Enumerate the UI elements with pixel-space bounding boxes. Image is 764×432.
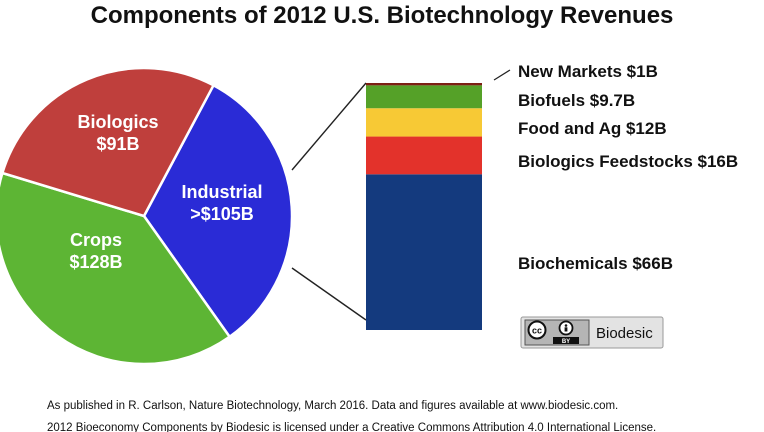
by-icon-head xyxy=(564,324,568,327)
cc-badge[interactable]: cc BY Biodesic xyxy=(520,316,664,349)
footer-line-1: As published in R. Carlson, Nature Biote… xyxy=(47,400,618,412)
pie-label-industrial: Industrial >$105B xyxy=(181,182,262,224)
connector-line-bottom xyxy=(291,267,367,321)
badge-label: Biodesic xyxy=(596,325,653,342)
bar-segment-biofuels xyxy=(366,85,482,109)
bar-segment-food-and-ag xyxy=(366,108,482,137)
cc-icon xyxy=(527,320,547,340)
stacked-bar xyxy=(366,83,482,330)
chart-title: Components of 2012 U.S. Biotechnology Re… xyxy=(91,2,674,29)
bar-label-new-markets: New Markets $1B xyxy=(518,62,658,81)
new-markets-pointer xyxy=(493,69,511,81)
connector-line-top xyxy=(291,82,367,171)
bar-label-biofuels: Biofuels $9.7B xyxy=(518,91,635,110)
pie-label-biologics: Biologics $91B xyxy=(77,112,158,154)
pie-slice-crops xyxy=(0,171,232,366)
stacked-bar-labels: Biochemicals $66B Biologics Feedstocks $1… xyxy=(518,62,738,273)
cc-icon-text: cc xyxy=(532,326,542,336)
pie-labels: Industrial >$105B Crops $128B Biologics $91B xyxy=(69,112,262,272)
bar-segment-new-markets xyxy=(366,83,482,86)
bar-label-biochemicals: Biochemicals $66B xyxy=(518,254,673,273)
bar-label-biologics-feedstocks: Biologics Feedstocks $16B xyxy=(518,152,738,171)
pie-slice-biologics xyxy=(0,66,216,218)
bar-segment-biologics-feedstocks xyxy=(366,136,482,175)
bar-label-food-and-ag: Food and Ag $12B xyxy=(518,119,667,138)
by-strip xyxy=(553,337,579,344)
by-icon-body xyxy=(564,327,568,332)
bar-segment-biochemicals xyxy=(366,174,482,330)
pie-label-crops: Crops $128B xyxy=(69,230,122,272)
footer-line-2: 2012 Bioeconomy Components by Biodesic i… xyxy=(47,422,656,432)
pie-chart xyxy=(0,66,294,366)
by-text: BY xyxy=(562,339,570,345)
